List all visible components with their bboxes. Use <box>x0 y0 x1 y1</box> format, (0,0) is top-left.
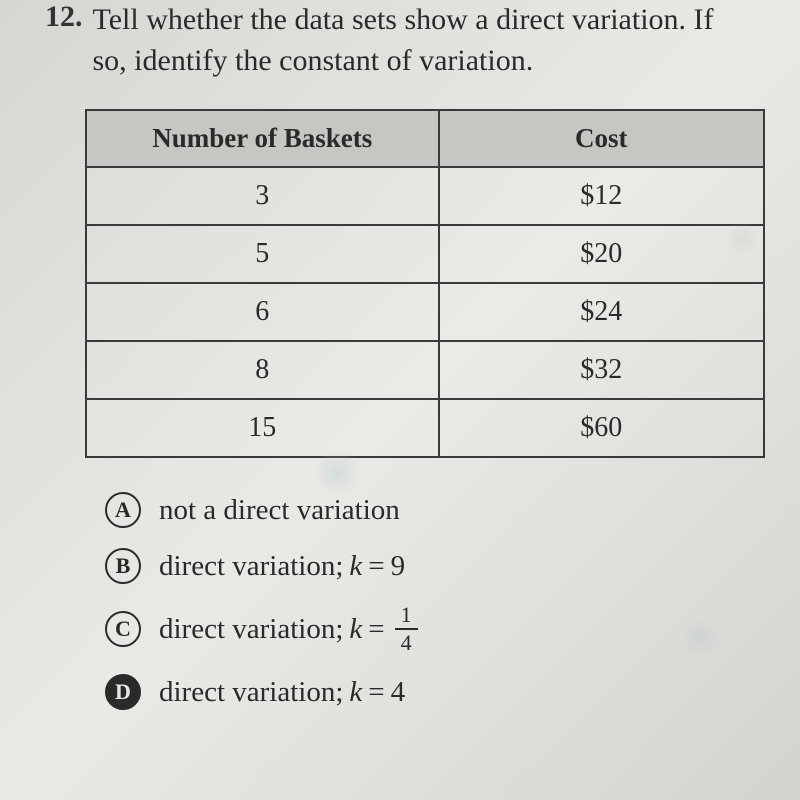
cell-cost: $12 <box>439 167 764 225</box>
cell-baskets: 5 <box>86 225 439 283</box>
equals-sign: = <box>368 676 384 709</box>
cell-baskets: 15 <box>86 399 439 457</box>
data-table: Number of Baskets Cost 3 $12 5 $20 6 $24… <box>85 109 765 458</box>
choice-d[interactable]: D direct variation; k = 4 <box>105 674 760 710</box>
fraction: 1 4 <box>395 604 418 654</box>
choice-prefix: direct variation; <box>159 676 343 709</box>
table-row: 5 $20 <box>86 225 764 283</box>
choice-c[interactable]: C direct variation; k = 1 4 <box>105 604 760 654</box>
k-value: 4 <box>391 676 406 709</box>
k-value: 9 <box>391 550 406 583</box>
choice-text: direct variation; k = 4 <box>159 676 405 709</box>
table-row: 3 $12 <box>86 167 764 225</box>
choice-prefix: direct variation; <box>159 613 343 646</box>
choice-text: not a direct variation <box>159 494 400 527</box>
question-number: 12. <box>45 0 83 34</box>
choice-b[interactable]: B direct variation; k = 9 <box>105 548 760 584</box>
cell-baskets: 3 <box>86 167 439 225</box>
choice-letter-circle: B <box>105 548 141 584</box>
k-variable: k <box>349 676 362 709</box>
cell-baskets: 6 <box>86 283 439 341</box>
equals-sign: = <box>368 613 384 646</box>
k-variable: k <box>349 613 362 646</box>
cell-cost: $32 <box>439 341 764 399</box>
col-header-baskets: Number of Baskets <box>86 110 439 167</box>
k-variable: k <box>349 550 362 583</box>
cell-cost: $60 <box>439 399 764 457</box>
choice-letter-circle: C <box>105 611 141 647</box>
equals-sign: = <box>368 550 384 583</box>
table-header-row: Number of Baskets Cost <box>86 110 764 167</box>
question-header: 12. Tell whether the data sets show a di… <box>45 0 760 81</box>
table-row: 15 $60 <box>86 399 764 457</box>
table-row: 6 $24 <box>86 283 764 341</box>
answer-choices: A not a direct variation B direct variat… <box>105 492 760 710</box>
question-text: Tell whether the data sets show a direct… <box>93 0 761 81</box>
table-row: 8 $32 <box>86 341 764 399</box>
choice-a[interactable]: A not a direct variation <box>105 492 760 528</box>
cell-cost: $24 <box>439 283 764 341</box>
fraction-denominator: 4 <box>395 630 418 654</box>
choice-prefix: direct variation; <box>159 550 343 583</box>
choice-letter-circle: A <box>105 492 141 528</box>
cell-baskets: 8 <box>86 341 439 399</box>
choice-letter-circle: D <box>105 674 141 710</box>
choice-text: direct variation; k = 9 <box>159 550 405 583</box>
choice-text: direct variation; k = 1 4 <box>159 604 418 654</box>
fraction-numerator: 1 <box>395 604 418 630</box>
cell-cost: $20 <box>439 225 764 283</box>
col-header-cost: Cost <box>439 110 764 167</box>
